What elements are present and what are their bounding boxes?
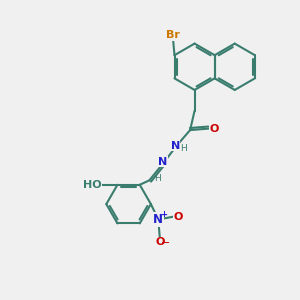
Text: −: − xyxy=(160,238,170,248)
Text: N: N xyxy=(153,213,163,226)
Text: Br: Br xyxy=(166,30,180,40)
Text: O: O xyxy=(173,212,183,222)
Text: +: + xyxy=(160,210,167,219)
Text: O: O xyxy=(209,124,219,134)
Text: N: N xyxy=(158,157,167,167)
Text: HO: HO xyxy=(83,180,102,190)
Text: N: N xyxy=(171,140,180,151)
Text: O: O xyxy=(155,237,164,248)
Text: H: H xyxy=(154,174,161,183)
Text: H: H xyxy=(180,144,187,153)
